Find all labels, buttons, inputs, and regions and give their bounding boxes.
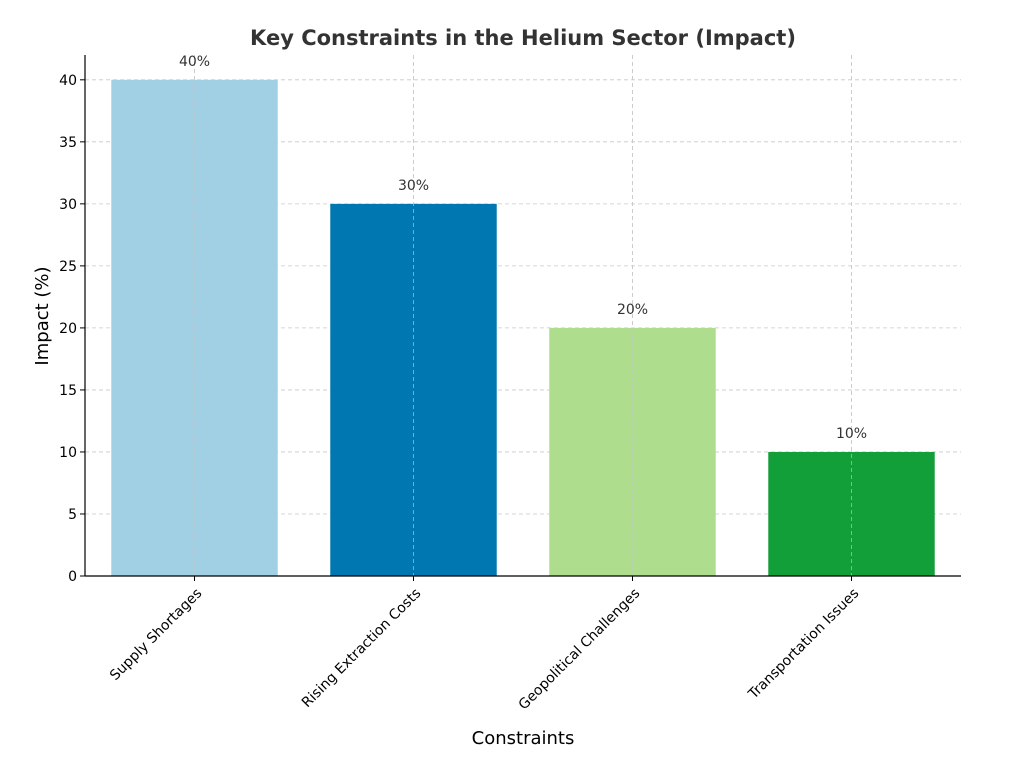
y-tick-label: 25 [59, 259, 77, 275]
x-axis-title: Constraints [472, 728, 575, 749]
bar-data-label: 30% [398, 178, 429, 194]
bar-data-label: 10% [836, 426, 867, 442]
y-axis-title: Impact (%) [32, 266, 53, 365]
y-tick-label: 30 [59, 197, 77, 213]
y-tick-label: 15 [59, 383, 77, 399]
x-tick-label: Rising Extraction Costs [299, 586, 424, 711]
y-tick-label: 5 [68, 507, 77, 523]
bar-group [111, 55, 935, 577]
chart-title: Key Constraints in the Helium Sector (Im… [250, 26, 796, 50]
y-tick-label: 40 [59, 73, 77, 89]
x-tick-label: Supply Shortages [107, 586, 205, 684]
data-labels: 40% 30% 20% 10% [179, 54, 867, 442]
y-tick-label: 20 [59, 321, 77, 337]
y-tick-label: 0 [68, 569, 77, 585]
y-tick-label: 10 [59, 445, 77, 461]
x-tick-label: Transportation Issues [745, 586, 862, 703]
x-tick-label: Geopolitical Challenges [516, 586, 644, 714]
bar-data-label: 40% [179, 54, 210, 70]
bar-data-label: 20% [617, 302, 648, 318]
y-tick-label: 35 [59, 135, 77, 151]
